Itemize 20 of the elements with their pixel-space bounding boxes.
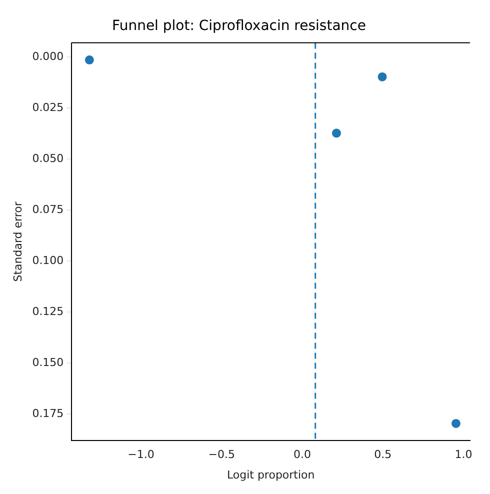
x-axis-title: Logit proportion — [226, 468, 315, 482]
x-tick-label: −1.0 — [128, 448, 154, 462]
point — [451, 418, 460, 428]
y-tick-label: 0.175 — [32, 406, 64, 420]
x-tick-label: −0.5 — [208, 448, 236, 462]
y-tick-label: 0.000 — [32, 50, 64, 63]
point — [332, 128, 341, 138]
y-tick-label: 0.075 — [32, 202, 64, 216]
chart-title: Funnel plot: Ciprofloxacin resistance — [112, 18, 366, 34]
y-tick-label: 0.100 — [32, 254, 64, 267]
point — [84, 55, 94, 64]
y-tick-label: 0.125 — [32, 304, 64, 318]
point — [378, 72, 387, 82]
x-tick-label: 1.0 — [454, 448, 472, 462]
y-tick-label: 0.025 — [32, 100, 64, 114]
x-tick-label: 0.0 — [294, 448, 312, 462]
y-tick-label: 0.150 — [32, 356, 64, 369]
y-tick-label: 0.050 — [32, 152, 64, 165]
x-tick-label: 0.5 — [374, 448, 392, 462]
y-axis-title: Standard error — [11, 201, 24, 282]
